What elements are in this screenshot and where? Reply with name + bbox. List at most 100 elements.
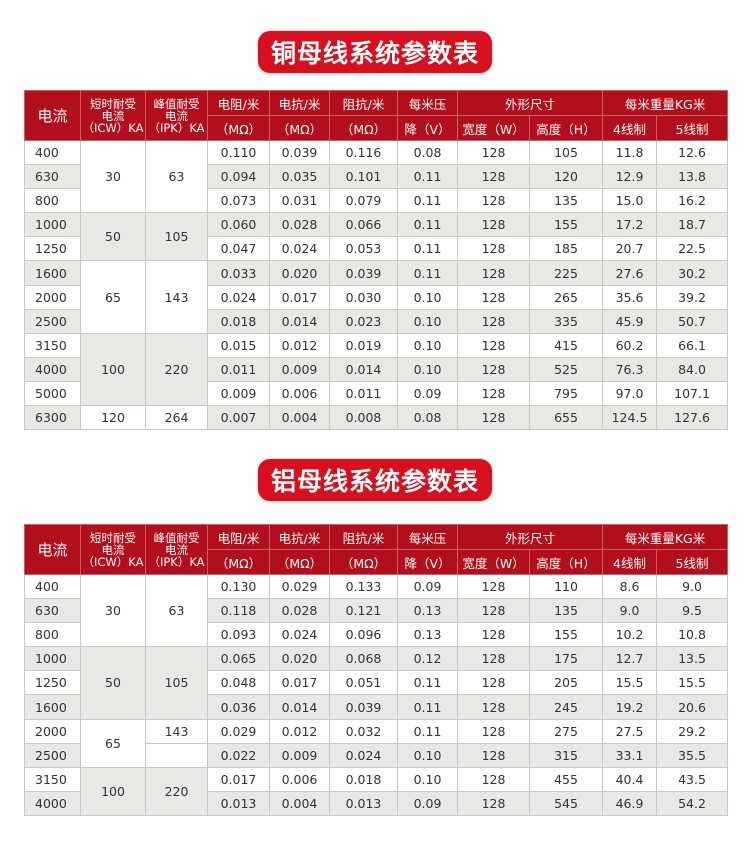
cell-height: 120: [528, 164, 604, 190]
cell-current: 3150: [24, 332, 81, 358]
cell-weight-5wire: 54.2: [656, 790, 729, 816]
header-weight-5wire: 5线制: [656, 549, 729, 575]
cell-current: 2500: [24, 742, 81, 768]
table-row: 400 30 63 0.130 0.029 0.133 0.09 128 110 8.6 9.0: [24, 573, 729, 648]
cell-reactance: 0.006: [269, 380, 330, 407]
table-row: 1000 50 105 0.065 0.020 0.068 0.12 128 175 12.7 13…: [24, 646, 729, 720]
header-ipk-line3: （IPK）KA: [148, 120, 205, 135]
cell-reactance: 0.014: [269, 694, 330, 720]
cell-reactance: 0.017: [269, 670, 330, 696]
cell-reactance: 0.029: [269, 573, 330, 600]
header-voltage-drop: 每米压: [397, 90, 458, 116]
cell-reactance: 0.004: [269, 405, 330, 431]
cell-resistance: 0.011: [207, 356, 270, 382]
header-reactance: 电抗/米: [269, 90, 330, 116]
cell-resistance: 0.015: [207, 332, 270, 358]
cell-resistance: 0.093: [207, 622, 270, 648]
header-weight: 每米重量KG米: [602, 90, 729, 116]
cell-current: 400: [24, 573, 81, 600]
cell-width: 128: [457, 670, 530, 696]
cell-weight-4wire: 19.2: [602, 694, 658, 720]
cell-voltage-drop: 0.13: [397, 598, 458, 624]
cell-width: 128: [457, 742, 530, 768]
cell-weight-4wire: 9.0: [602, 598, 658, 624]
cell-weight-5wire: 30.2: [656, 260, 729, 286]
table-row: 2500 0.022 0.009 0.024 0.10 128 315 33.1 35.5: [24, 742, 729, 768]
cell-current: 5000: [24, 380, 81, 407]
cell-width: 128: [457, 694, 530, 720]
cell-height: 415: [528, 332, 604, 358]
cell-ipk: 264: [145, 405, 208, 431]
cell-height: 155: [528, 212, 604, 238]
cell-voltage-drop: 0.09: [397, 573, 458, 600]
cell-voltage-drop: 0.11: [397, 188, 458, 214]
cell-resistance: 0.033: [207, 260, 270, 286]
cell-current: 630: [24, 598, 81, 624]
cell-reactance: 0.020: [269, 646, 330, 672]
cell-width: 128: [457, 573, 530, 600]
cell-weight-4wire: 33.1: [602, 742, 658, 768]
cell-weight-4wire: 97.0: [602, 380, 658, 407]
header-current: 电流: [24, 90, 81, 141]
cell-voltage-drop: 0.13: [397, 622, 458, 648]
header-ipk-line1: 峰值耐受: [153, 530, 200, 545]
cell-height: 275: [528, 718, 604, 744]
table-row: 800 0.073 0.031 0.079 0.11 128 135 15.0 16.2: [24, 188, 729, 214]
cell-impedance: 0.018: [329, 766, 398, 792]
table-row: 6300 120 264 0.007 0.004 0.008 0.08 128 655 124.5…: [24, 405, 729, 431]
cell-weight-5wire: 13.8: [656, 164, 729, 190]
cell-weight-5wire: 16.2: [656, 188, 729, 214]
cell-ipk: 63: [145, 139, 208, 214]
cell-current: 800: [24, 188, 81, 214]
cell-reactance: 0.012: [269, 332, 330, 358]
cell-weight-4wire: 15.0: [602, 188, 658, 214]
cell-current: 4000: [24, 790, 81, 816]
cell-ipk: 143: [145, 718, 208, 744]
cell-width: 128: [457, 236, 530, 262]
cell-voltage-drop: 0.12: [397, 646, 458, 672]
header-width: 宽度（W）: [457, 115, 530, 141]
cell-weight-5wire: 29.2: [656, 718, 729, 744]
table-row: 1600 65 143 0.033 0.020 0.039 0.11 128 225 27.6 30…: [24, 260, 729, 334]
cell-voltage-drop: 0.10: [397, 356, 458, 382]
cell-weight-5wire: 66.1: [656, 332, 729, 358]
header-weight-4wire: 4线制: [602, 115, 658, 141]
cell-height: 155: [528, 622, 604, 648]
cell-ipk: 105: [145, 646, 208, 720]
cell-impedance: 0.024: [329, 742, 398, 768]
header-icw-line2: 电流: [101, 542, 125, 557]
table-row: 1600 0.036 0.014 0.039 0.11 128 245 19.2 20.6: [24, 694, 729, 720]
cell-weight-4wire: 124.5: [602, 405, 658, 431]
cell-voltage-drop: 0.09: [397, 380, 458, 407]
cell-resistance: 0.118: [207, 598, 270, 624]
cell-current: 1250: [24, 670, 81, 696]
cell-weight-5wire: 20.6: [656, 694, 729, 720]
header-voltage-drop: 每米压: [397, 524, 458, 550]
cell-height: 205: [528, 670, 604, 696]
cell-height: 545: [528, 790, 604, 816]
header-impedance-unit: （MΩ）: [329, 549, 398, 575]
cell-width: 128: [457, 139, 530, 166]
cell-weight-5wire: 22.5: [656, 236, 729, 262]
table-row: 4000 0.013 0.004 0.013 0.09 128 545 46.9 54.2: [24, 790, 729, 816]
cell-weight-5wire: 39.2: [656, 284, 729, 310]
cell-weight-4wire: 27.6: [602, 260, 658, 286]
table-row: 3150 100 220 0.015 0.012 0.019 0.10 128 415 60.2 6…: [24, 332, 729, 407]
header-resistance-unit: （MΩ）: [207, 115, 270, 141]
cell-width: 128: [457, 164, 530, 190]
cell-weight-5wire: 84.0: [656, 356, 729, 382]
cell-voltage-drop: 0.11: [397, 164, 458, 190]
cell-weight-4wire: 76.3: [602, 356, 658, 382]
cell-impedance: 0.068: [329, 646, 398, 672]
cell-current: 800: [24, 622, 81, 648]
cell-impedance: 0.008: [329, 405, 398, 431]
cell-height: 225: [528, 260, 604, 286]
aluminum-table-title: 铝母线系统参数表: [258, 459, 492, 501]
cell-weight-5wire: 9.0: [656, 573, 729, 600]
cell-ipk-blank: [145, 742, 208, 768]
header-impedance-unit: （MΩ）: [329, 115, 398, 141]
cell-weight-5wire: 107.1: [656, 380, 729, 407]
cell-weight-4wire: 8.6: [602, 573, 658, 600]
cell-weight-4wire: 60.2: [602, 332, 658, 358]
cell-reactance: 0.024: [269, 236, 330, 262]
